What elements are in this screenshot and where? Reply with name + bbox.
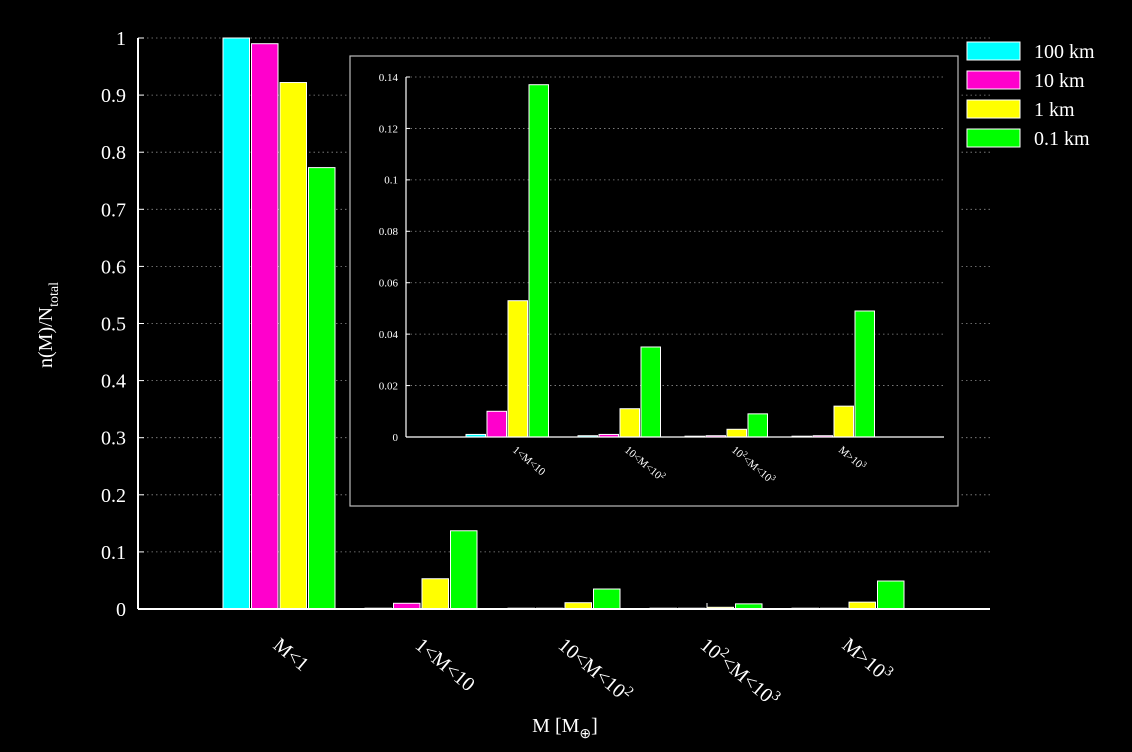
inset-y-tick-label: 0.14 xyxy=(379,72,399,84)
legend-swatch xyxy=(966,128,1021,148)
legend-swatch xyxy=(966,99,1021,119)
main-x-tick-label: 10<M<102 xyxy=(554,632,636,707)
inset-y-tick-label: 0.12 xyxy=(379,123,398,135)
inset-bar xyxy=(507,300,528,438)
inset-bar xyxy=(833,405,854,438)
inset-bar xyxy=(528,84,549,438)
inset-bars xyxy=(465,84,875,438)
main-x-tick-label: 1<M<10 xyxy=(411,634,479,696)
main-bars xyxy=(222,37,905,610)
legend: 100 km 10 km 1 km 0.1 km xyxy=(966,41,1095,150)
main-bar xyxy=(421,578,449,610)
main-y-tick-label: 0.3 xyxy=(101,428,126,450)
main-y-tick-label: 1 xyxy=(116,28,126,50)
inset-frame xyxy=(349,55,959,507)
main-x-tick-label: 102<M<103 xyxy=(696,632,784,711)
inset-bar xyxy=(726,428,747,438)
inset-bar xyxy=(619,408,640,438)
legend-label: 100 km xyxy=(1034,41,1095,63)
main-bar xyxy=(593,588,621,610)
main-bar xyxy=(222,37,250,610)
main-y-tick-label: 0.7 xyxy=(101,199,126,221)
main-bar xyxy=(450,530,478,610)
main-y-tick-label: 0 xyxy=(116,599,126,621)
main-y-tick-label: 0.4 xyxy=(101,371,126,393)
main-bar xyxy=(877,580,905,610)
main-x-tick-label: M<1 xyxy=(269,634,313,676)
inset-bar xyxy=(747,413,768,438)
legend-swatch xyxy=(966,70,1021,90)
inset-y-tick-label: 0.02 xyxy=(379,380,398,392)
main-y-ticks: 0 0.1 0.2 0.3 0.4 0.5 0.6 0.7 0.8 0.9 1 xyxy=(101,28,144,621)
main-x-ticks: M<1 1<M<10 10<M<102 102<M<103 M>103 xyxy=(269,603,896,711)
main-bar xyxy=(848,601,876,610)
main-y-tick-label: 0.1 xyxy=(101,542,126,564)
legend-swatch xyxy=(966,41,1021,61)
main-bar xyxy=(251,43,279,610)
legend-label: 0.1 km xyxy=(1034,128,1090,150)
inset-y-tick-label: 0.08 xyxy=(379,226,399,238)
inset-bar xyxy=(854,310,875,438)
inset-bar xyxy=(640,346,661,438)
inset-y-tick-label: 0.04 xyxy=(379,329,399,341)
main-x-tick-label: M>103 xyxy=(838,632,896,686)
legend-label: 1 km xyxy=(1034,99,1075,121)
inset-axes xyxy=(405,77,944,438)
x-axis-label: M [M⊕] xyxy=(532,715,598,742)
main-y-tick-label: 0.9 xyxy=(101,85,126,107)
main-bar xyxy=(279,82,307,610)
main-bar xyxy=(308,167,336,610)
main-y-tick-label: 0.5 xyxy=(101,314,126,336)
inset-y-tick-label: 0.06 xyxy=(379,278,399,290)
inset-bar xyxy=(486,410,507,438)
main-y-tick-label: 0.6 xyxy=(101,256,126,278)
inset-y-tick-label: 0.1 xyxy=(384,175,398,187)
y-axis-label: n(M)/Ntotal xyxy=(35,282,62,368)
main-y-tick-label: 0.2 xyxy=(101,485,126,507)
inset-y-tick-label: 0 xyxy=(393,432,399,444)
main-y-tick-label: 0.8 xyxy=(101,142,126,164)
legend-label: 10 km xyxy=(1034,70,1085,92)
inset-y-ticks: 0 0.02 0.04 0.06 0.08 0.1 0.12 0.14 xyxy=(379,72,410,444)
